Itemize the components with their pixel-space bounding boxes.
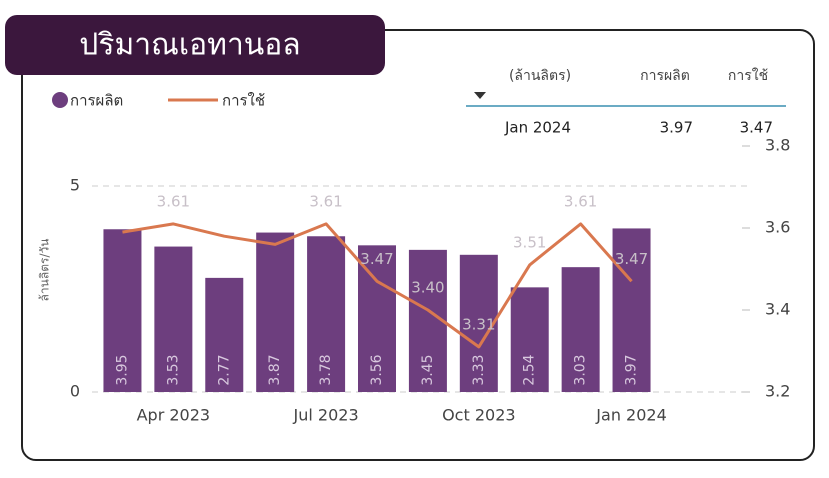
bar: [561, 267, 600, 392]
bar: [256, 232, 295, 392]
bar-label: 3.78: [318, 354, 334, 385]
bar-label: 3.53: [165, 354, 181, 385]
bar: [358, 245, 396, 392]
bar: [307, 236, 346, 392]
line-label: 3.31: [462, 315, 495, 333]
bar: [612, 228, 651, 392]
bar-label: 3.97: [624, 354, 640, 385]
y-tick-label: 5: [70, 176, 80, 195]
bar-label: 3.87: [267, 354, 283, 385]
x-tick-label: Apr 2023: [137, 406, 210, 425]
tooltip-header: การผลิต: [640, 68, 690, 84]
x-tick-label: Jan 2024: [595, 406, 666, 425]
line-label: 3.51: [513, 233, 546, 251]
line-label: 3.61: [309, 192, 342, 210]
sort-icon: [474, 92, 486, 99]
bar-label: 3.56: [369, 354, 385, 385]
x-tick-label: Oct 2023: [442, 406, 515, 425]
x-tick-label: Jul 2023: [293, 406, 359, 425]
chart-title: ปริมาณเอทานอล: [79, 28, 300, 63]
line: [122, 222, 633, 349]
y2-tick-label: 3.6: [765, 218, 790, 237]
tooltip-header: การใช้: [728, 67, 768, 84]
tooltip-cell: 3.97: [660, 119, 693, 137]
line-label: 3.40: [411, 279, 444, 297]
bar: [459, 254, 498, 392]
bar-label: 3.95: [114, 354, 130, 385]
title-banner: [5, 15, 385, 75]
line-label: 3.61: [157, 192, 190, 210]
bar-label: 2.77: [216, 354, 232, 385]
y2-tick-label: 3.2: [765, 382, 790, 401]
bar-label: 3.03: [573, 354, 589, 385]
line-label: 3.47: [360, 250, 393, 268]
y-axis-label: ล้านลิตร/วัน: [38, 239, 52, 302]
line-label: 3.47: [615, 250, 648, 268]
bar-label: 2.54: [522, 354, 538, 385]
bar-label: 3.45: [420, 354, 436, 385]
bar: [154, 246, 193, 392]
y2-tick-label: 3.4: [765, 300, 790, 319]
bar: [205, 277, 244, 392]
y-tick-label: 0: [70, 382, 80, 401]
legend-marker: [52, 92, 68, 108]
bar: [510, 287, 549, 392]
tooltip-cell: 3.47: [740, 119, 773, 137]
legend-label: การผลิต: [70, 92, 123, 110]
legend-label: การใช้: [222, 92, 265, 110]
line-label: 3.61: [564, 192, 597, 210]
bar: [103, 229, 142, 392]
y2-tick-label: 3.8: [765, 136, 790, 155]
tooltip-header: (ล้านลิตร): [509, 68, 571, 84]
tooltip-cell: Jan 2024: [504, 119, 571, 137]
bar-label: 3.33: [471, 354, 487, 385]
